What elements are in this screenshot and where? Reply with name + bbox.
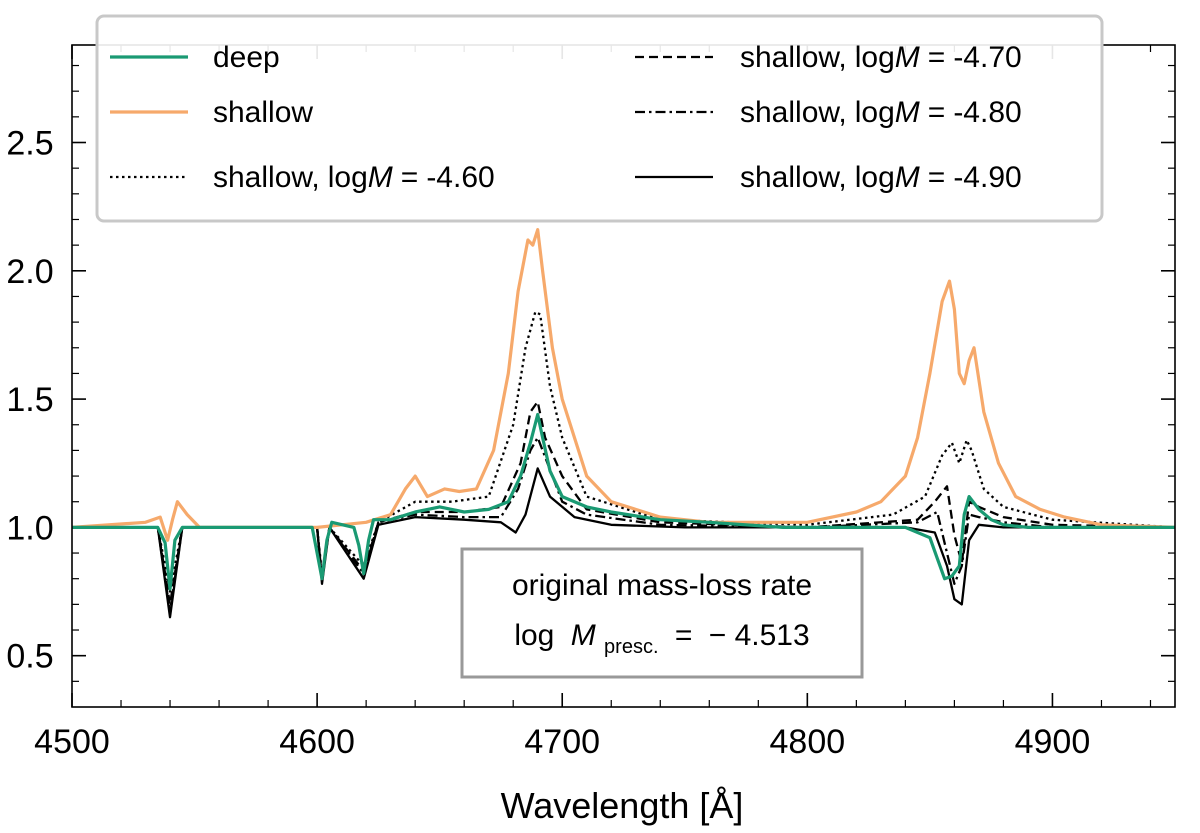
x-tick-label-4500: 4500 xyxy=(34,723,110,761)
series-line-deep xyxy=(72,412,1175,591)
x-tick-label-4600: 4600 xyxy=(279,723,355,761)
y-tick-label-1.5: 1.5 xyxy=(6,381,53,419)
annotation-mdot-symbol: M xyxy=(571,619,596,652)
x-axis-label: Wavelength [Å] xyxy=(501,785,744,826)
legend-box xyxy=(95,14,1104,223)
y-tick-label-2.5: 2.5 xyxy=(6,125,53,163)
x-tick-label-4700: 4700 xyxy=(524,723,600,761)
legend-label-1: shallow xyxy=(213,96,313,129)
annotation-frame xyxy=(460,547,864,679)
series-line-shallow-log-m-4-70 xyxy=(72,400,1176,606)
legend-label-2: shallow, logM = -4.60 xyxy=(213,161,495,194)
x-tick-label-4900: 4900 xyxy=(1015,723,1091,761)
ticks-layer: 4500 4600 4700 4800 4900 0.5 1.0 1.5 2.0 2.5 xyxy=(6,45,1175,761)
annotation-log-text: log xyxy=(514,619,554,652)
legend: deep shallow shallow, logM = -4.60 shallow, log… xyxy=(95,14,1104,223)
series-layer xyxy=(71,228,1176,619)
x-tick-label-4800: 4800 xyxy=(770,723,846,761)
legend-label-4: shallow, logM = -4.80 xyxy=(740,96,1022,129)
annotation-equals: = xyxy=(675,619,693,652)
annotation-line-1: original mass-loss rate xyxy=(512,569,812,602)
y-tick-label-1: 1.0 xyxy=(6,509,53,547)
series-line-shallow xyxy=(71,228,1176,542)
y-tick-label-0.5: 0.5 xyxy=(6,638,53,676)
legend-label-0: deep xyxy=(213,41,280,74)
annotation-subscript: presc. xyxy=(604,636,658,658)
annotation-value: − 4.513 xyxy=(709,619,810,652)
y-tick-label-2: 2.0 xyxy=(6,253,53,291)
annotation-line-2: log M presc. = − 4.513 xyxy=(514,619,809,660)
annotation-box: original mass-loss rate log M presc. = −… xyxy=(460,547,864,679)
legend-label-5: shallow, logM = -4.90 xyxy=(740,161,1022,194)
legend-label-3: shallow, logM = -4.70 xyxy=(740,41,1022,74)
